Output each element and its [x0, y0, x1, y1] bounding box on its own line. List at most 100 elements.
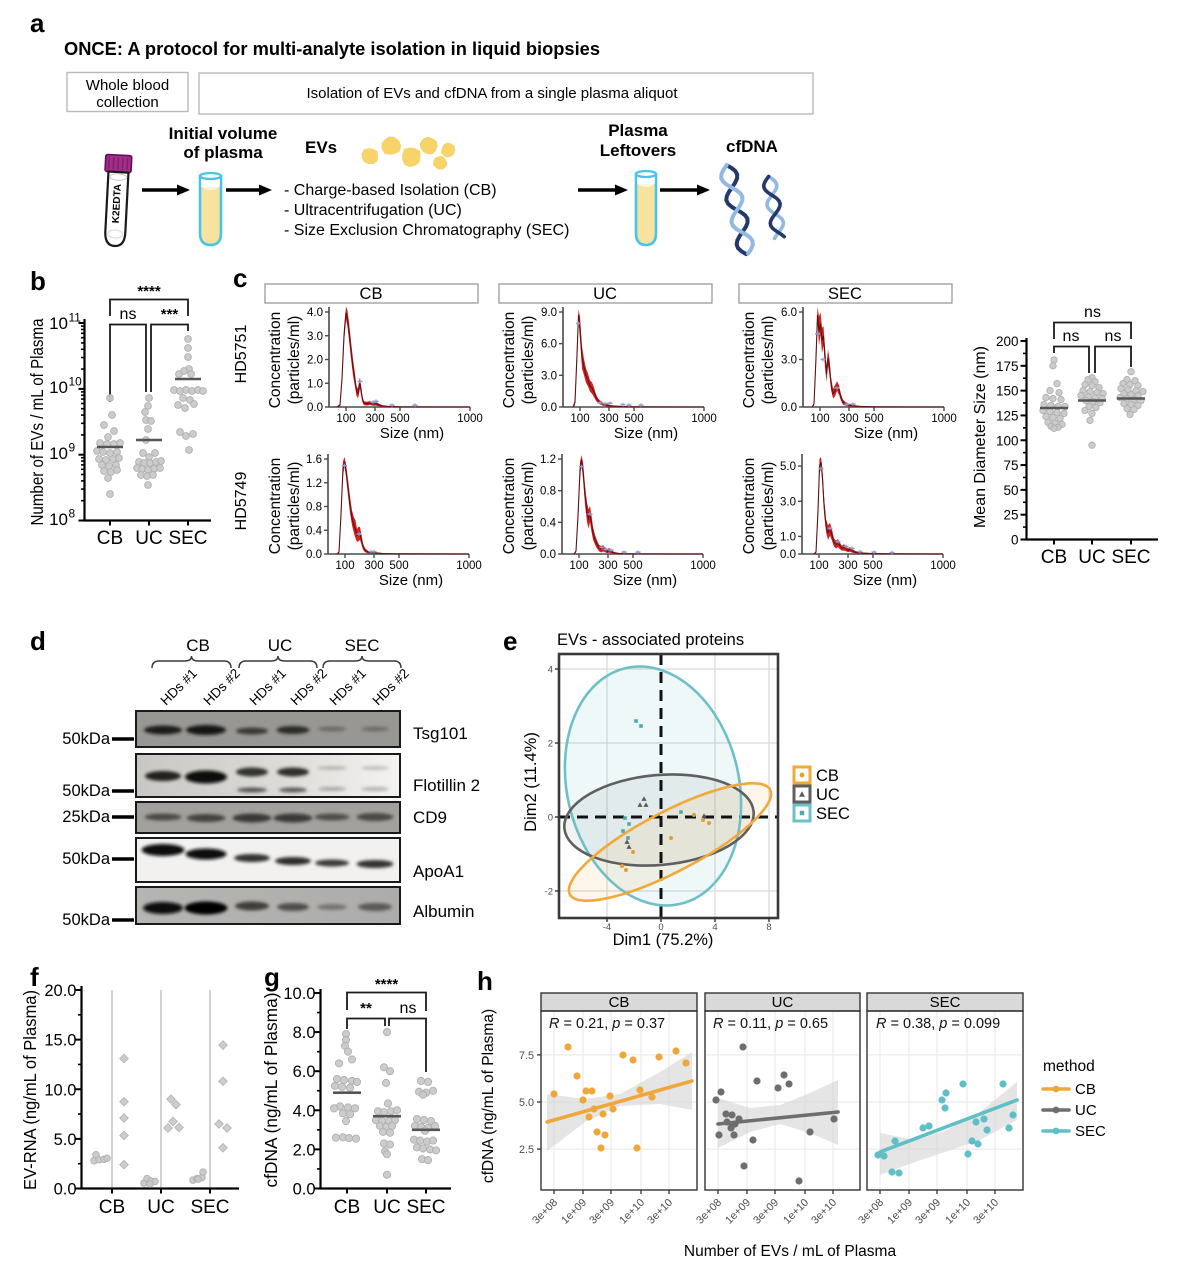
svg-text:8: 8: [69, 507, 76, 521]
svg-text:UC: UC: [1075, 1102, 1097, 1119]
svg-text:500: 500: [623, 560, 642, 572]
svg-text:Concentration: Concentration: [741, 458, 758, 555]
svg-text:HDs #2: HDs #2: [201, 666, 243, 708]
svg-text:- Size Exclusion Chromatograph: - Size Exclusion Chromatography (SEC): [284, 222, 569, 239]
svg-text:Number of EVs / mL of Plasma: Number of EVs / mL of Plasma: [684, 1243, 897, 1260]
svg-text:300: 300: [599, 413, 618, 425]
svg-text:6.0: 6.0: [781, 307, 797, 319]
svg-text:500: 500: [864, 413, 883, 425]
svg-text:UC: UC: [135, 528, 162, 549]
svg-text:Flotillin 2: Flotillin 2: [413, 776, 480, 795]
svg-text:SEC: SEC: [828, 285, 862, 303]
svg-text:0.4: 0.4: [306, 525, 323, 537]
svg-text:UC: UC: [373, 1197, 400, 1218]
svg-text:h: h: [477, 966, 493, 996]
svg-text:(particles/ml): (particles/ml): [286, 462, 303, 551]
svg-text:e: e: [503, 626, 517, 656]
svg-text:Isolation of EVs and cfDNA fro: Isolation of EVs and cfDNA from a single…: [306, 85, 678, 102]
svg-text:EVs - associated proteins: EVs - associated proteins: [557, 631, 744, 649]
svg-text:ns: ns: [400, 1000, 417, 1017]
svg-text:50: 50: [1003, 483, 1018, 498]
svg-text:SEC: SEC: [406, 1197, 445, 1218]
svg-text:8: 8: [766, 922, 771, 933]
svg-text:1000: 1000: [690, 560, 716, 572]
svg-text:collection: collection: [96, 94, 159, 111]
svg-text:500: 500: [390, 413, 409, 425]
svg-text:175: 175: [996, 359, 1019, 374]
svg-text:25kDa: 25kDa: [62, 808, 111, 826]
svg-text:CB: CB: [186, 636, 210, 655]
svg-text:K2EDTA: K2EDTA: [111, 184, 124, 224]
svg-text:R = 0.21, p = 0.37: R = 0.21, p = 0.37: [549, 1016, 665, 1032]
svg-text:4: 4: [712, 922, 717, 933]
svg-text:0: 0: [1011, 533, 1019, 548]
svg-text:Size (nm): Size (nm): [379, 572, 443, 589]
svg-text:1.0: 1.0: [307, 378, 323, 390]
svg-text:CB: CB: [97, 528, 123, 549]
svg-text:Size (nm): Size (nm): [614, 425, 678, 442]
svg-text:SEC: SEC: [1075, 1123, 1106, 1140]
svg-text:Size (nm): Size (nm): [613, 572, 677, 589]
svg-text:UC: UC: [147, 1197, 174, 1218]
svg-text:HDs #2: HDs #2: [370, 666, 412, 708]
svg-text:1000: 1000: [457, 413, 483, 425]
svg-text:300: 300: [364, 560, 383, 572]
svg-text:100: 100: [809, 560, 828, 572]
svg-text:10: 10: [49, 444, 68, 463]
svg-text:cfDNA (ng/mL of Plasma): cfDNA (ng/mL of Plasma): [480, 1009, 497, 1183]
svg-text:1e+10: 1e+10: [943, 1197, 973, 1227]
svg-text:125: 125: [996, 408, 1019, 423]
svg-text:50kDa: 50kDa: [62, 730, 111, 748]
svg-text:ns: ns: [1105, 328, 1122, 345]
svg-text:Concentration: Concentration: [501, 458, 518, 555]
svg-text:****: ****: [375, 976, 399, 993]
svg-text:4.0: 4.0: [307, 307, 323, 319]
svg-text:Albumin: Albumin: [413, 902, 474, 921]
svg-text:0.8: 0.8: [306, 502, 322, 514]
svg-text:1.0: 1.0: [780, 531, 796, 543]
svg-text:0.0: 0.0: [307, 402, 323, 414]
svg-text:CD9: CD9: [413, 808, 447, 827]
svg-text:3.0: 3.0: [541, 370, 557, 382]
svg-text:25: 25: [1003, 508, 1018, 523]
svg-text:EVs: EVs: [305, 138, 337, 157]
svg-text:SEC: SEC: [930, 994, 961, 1011]
svg-text:d: d: [30, 626, 46, 656]
svg-text:6.0: 6.0: [541, 339, 557, 351]
svg-text:50kDa: 50kDa: [62, 782, 111, 800]
svg-text:3.0: 3.0: [781, 355, 797, 367]
svg-text:3e+10: 3e+10: [645, 1197, 675, 1227]
svg-text:8.0: 8.0: [293, 1024, 316, 1042]
svg-text:CB: CB: [99, 1197, 125, 1218]
svg-text:(particles/ml): (particles/ml): [760, 462, 777, 551]
svg-text:0.0: 0.0: [541, 402, 557, 414]
svg-text:100: 100: [996, 433, 1019, 448]
svg-text:R = 0.38, p = 0.099: R = 0.38, p = 0.099: [876, 1016, 1000, 1032]
svg-text:1000: 1000: [931, 413, 957, 425]
svg-text:15.0: 15.0: [44, 1032, 76, 1050]
svg-text:9: 9: [69, 441, 76, 455]
svg-text:- Ultracentrifugation (UC): - Ultracentrifugation (UC): [284, 202, 462, 219]
svg-text:5.0: 5.0: [780, 461, 796, 473]
svg-text:3.0: 3.0: [780, 496, 796, 508]
svg-text:0.8: 0.8: [540, 486, 556, 498]
svg-text:0: 0: [548, 813, 553, 824]
svg-text:Concentration: Concentration: [267, 458, 284, 555]
svg-text:7.5: 7.5: [519, 1050, 534, 1062]
svg-text:0.0: 0.0: [293, 1181, 316, 1199]
svg-text:UC: UC: [772, 994, 794, 1011]
svg-text:300: 300: [839, 413, 858, 425]
svg-text:100: 100: [335, 560, 354, 572]
svg-text:Number of EVs / mL of Plasma: Number of EVs / mL of Plasma: [27, 318, 47, 525]
svg-text:2: 2: [548, 739, 553, 750]
svg-text:method: method: [1043, 1058, 1095, 1075]
svg-text:10.0: 10.0: [283, 985, 315, 1003]
svg-text:100: 100: [336, 413, 355, 425]
svg-text:6.0: 6.0: [293, 1063, 316, 1081]
svg-text:1e+10: 1e+10: [781, 1197, 811, 1227]
svg-text:10: 10: [49, 314, 68, 333]
svg-text:1e+09: 1e+09: [723, 1197, 753, 1227]
svg-text:3.0: 3.0: [307, 331, 323, 343]
svg-text:3e+10: 3e+10: [971, 1197, 1001, 1227]
svg-text:1.2: 1.2: [540, 454, 556, 466]
